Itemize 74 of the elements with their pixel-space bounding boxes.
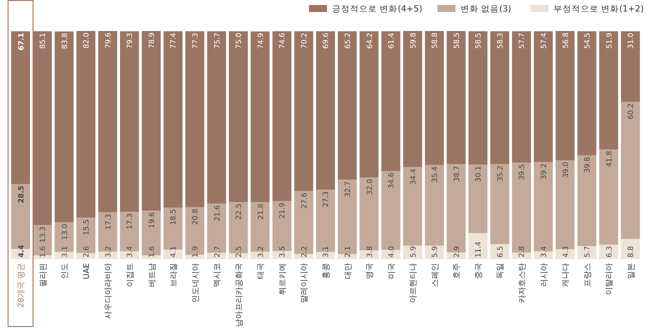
- bar: [403, 167, 422, 246]
- x-tick-label: 일본: [626, 263, 636, 279]
- bar: [360, 31, 379, 178]
- x-tick-label: 영국: [365, 263, 374, 279]
- bar: [534, 31, 553, 162]
- bar: [294, 31, 314, 192]
- bar: [599, 31, 618, 150]
- bar: [424, 164, 444, 246]
- x-tick-label: 태국: [256, 263, 266, 279]
- bar: [468, 164, 488, 234]
- bar: [620, 238, 640, 259]
- bar: [577, 31, 596, 156]
- bar: [577, 246, 596, 259]
- x-tick-label: 이집트: [125, 263, 134, 287]
- bar: [577, 155, 596, 246]
- bar: [272, 31, 292, 202]
- x-tick-label: 호주: [452, 263, 462, 279]
- bar: [316, 31, 335, 190]
- x-tick-label: 28개국 평균: [16, 263, 26, 308]
- x-tick-label: 튀르키예: [278, 263, 287, 295]
- x-tick-label: 브라질: [169, 263, 178, 287]
- bar: [512, 31, 532, 163]
- bar: [250, 31, 270, 202]
- x-tick-label: 캐나다: [561, 263, 570, 287]
- x-tick-label: 인도: [60, 263, 70, 279]
- x-tick-label: 독일: [496, 263, 505, 279]
- x-tick-label: 프랑스: [582, 263, 592, 287]
- x-tick-label: 말레이시아: [300, 263, 309, 303]
- bar: [11, 31, 30, 184]
- bar: [207, 31, 226, 204]
- bar: [120, 31, 139, 212]
- x-tick-label: 베트남: [147, 263, 156, 287]
- bar: [403, 31, 422, 168]
- bar: [338, 31, 357, 180]
- bar: [381, 31, 400, 172]
- bar: [142, 31, 161, 211]
- x-tick-label: 카자흐스탄: [518, 263, 527, 303]
- bar: [468, 31, 488, 164]
- bar: [98, 31, 118, 212]
- x-tick-label: 사우디아라비아: [104, 263, 113, 319]
- x-tick-label: 아르헨티나: [408, 263, 418, 303]
- bar: [599, 244, 618, 259]
- x-tick-label: 필리핀: [38, 263, 48, 287]
- bar: [599, 149, 618, 245]
- bar: [490, 164, 510, 244]
- x-tick-label: 멕시코: [212, 263, 222, 287]
- x-tick-label: 중국: [474, 263, 483, 279]
- x-tick-label: 남아프리카공화국: [234, 263, 244, 327]
- bar: [446, 31, 466, 164]
- x-tick-label: 대만: [343, 263, 352, 279]
- bar: [164, 31, 183, 208]
- bar: [228, 31, 248, 202]
- bar: [468, 233, 488, 259]
- bar: [424, 31, 444, 165]
- x-tick-label: 인도네시아: [190, 263, 200, 303]
- legend-label: 긍정적으로 변화(4+5): [332, 4, 422, 14]
- x-tick-label: 이탈리아: [604, 263, 614, 295]
- bar: [54, 31, 74, 222]
- bar: [556, 31, 575, 160]
- legend-label: 부정적으로 변화(1+2): [554, 4, 644, 14]
- x-tick-label: 미국: [386, 263, 396, 279]
- x-tick-label: 스페인: [430, 263, 440, 287]
- bar: [142, 210, 161, 256]
- x-tick-label: UAE: [82, 263, 91, 280]
- bar: [185, 31, 204, 208]
- bar: [32, 31, 52, 226]
- bar: [620, 102, 640, 239]
- x-tick-label: 홍콩: [322, 263, 330, 279]
- bar: [620, 31, 640, 102]
- x-tick-label: 러시아: [539, 263, 548, 287]
- bar: [76, 31, 96, 218]
- legend-label: 변화 없음(3): [460, 4, 512, 14]
- bar: [490, 31, 510, 164]
- bar: [185, 207, 204, 255]
